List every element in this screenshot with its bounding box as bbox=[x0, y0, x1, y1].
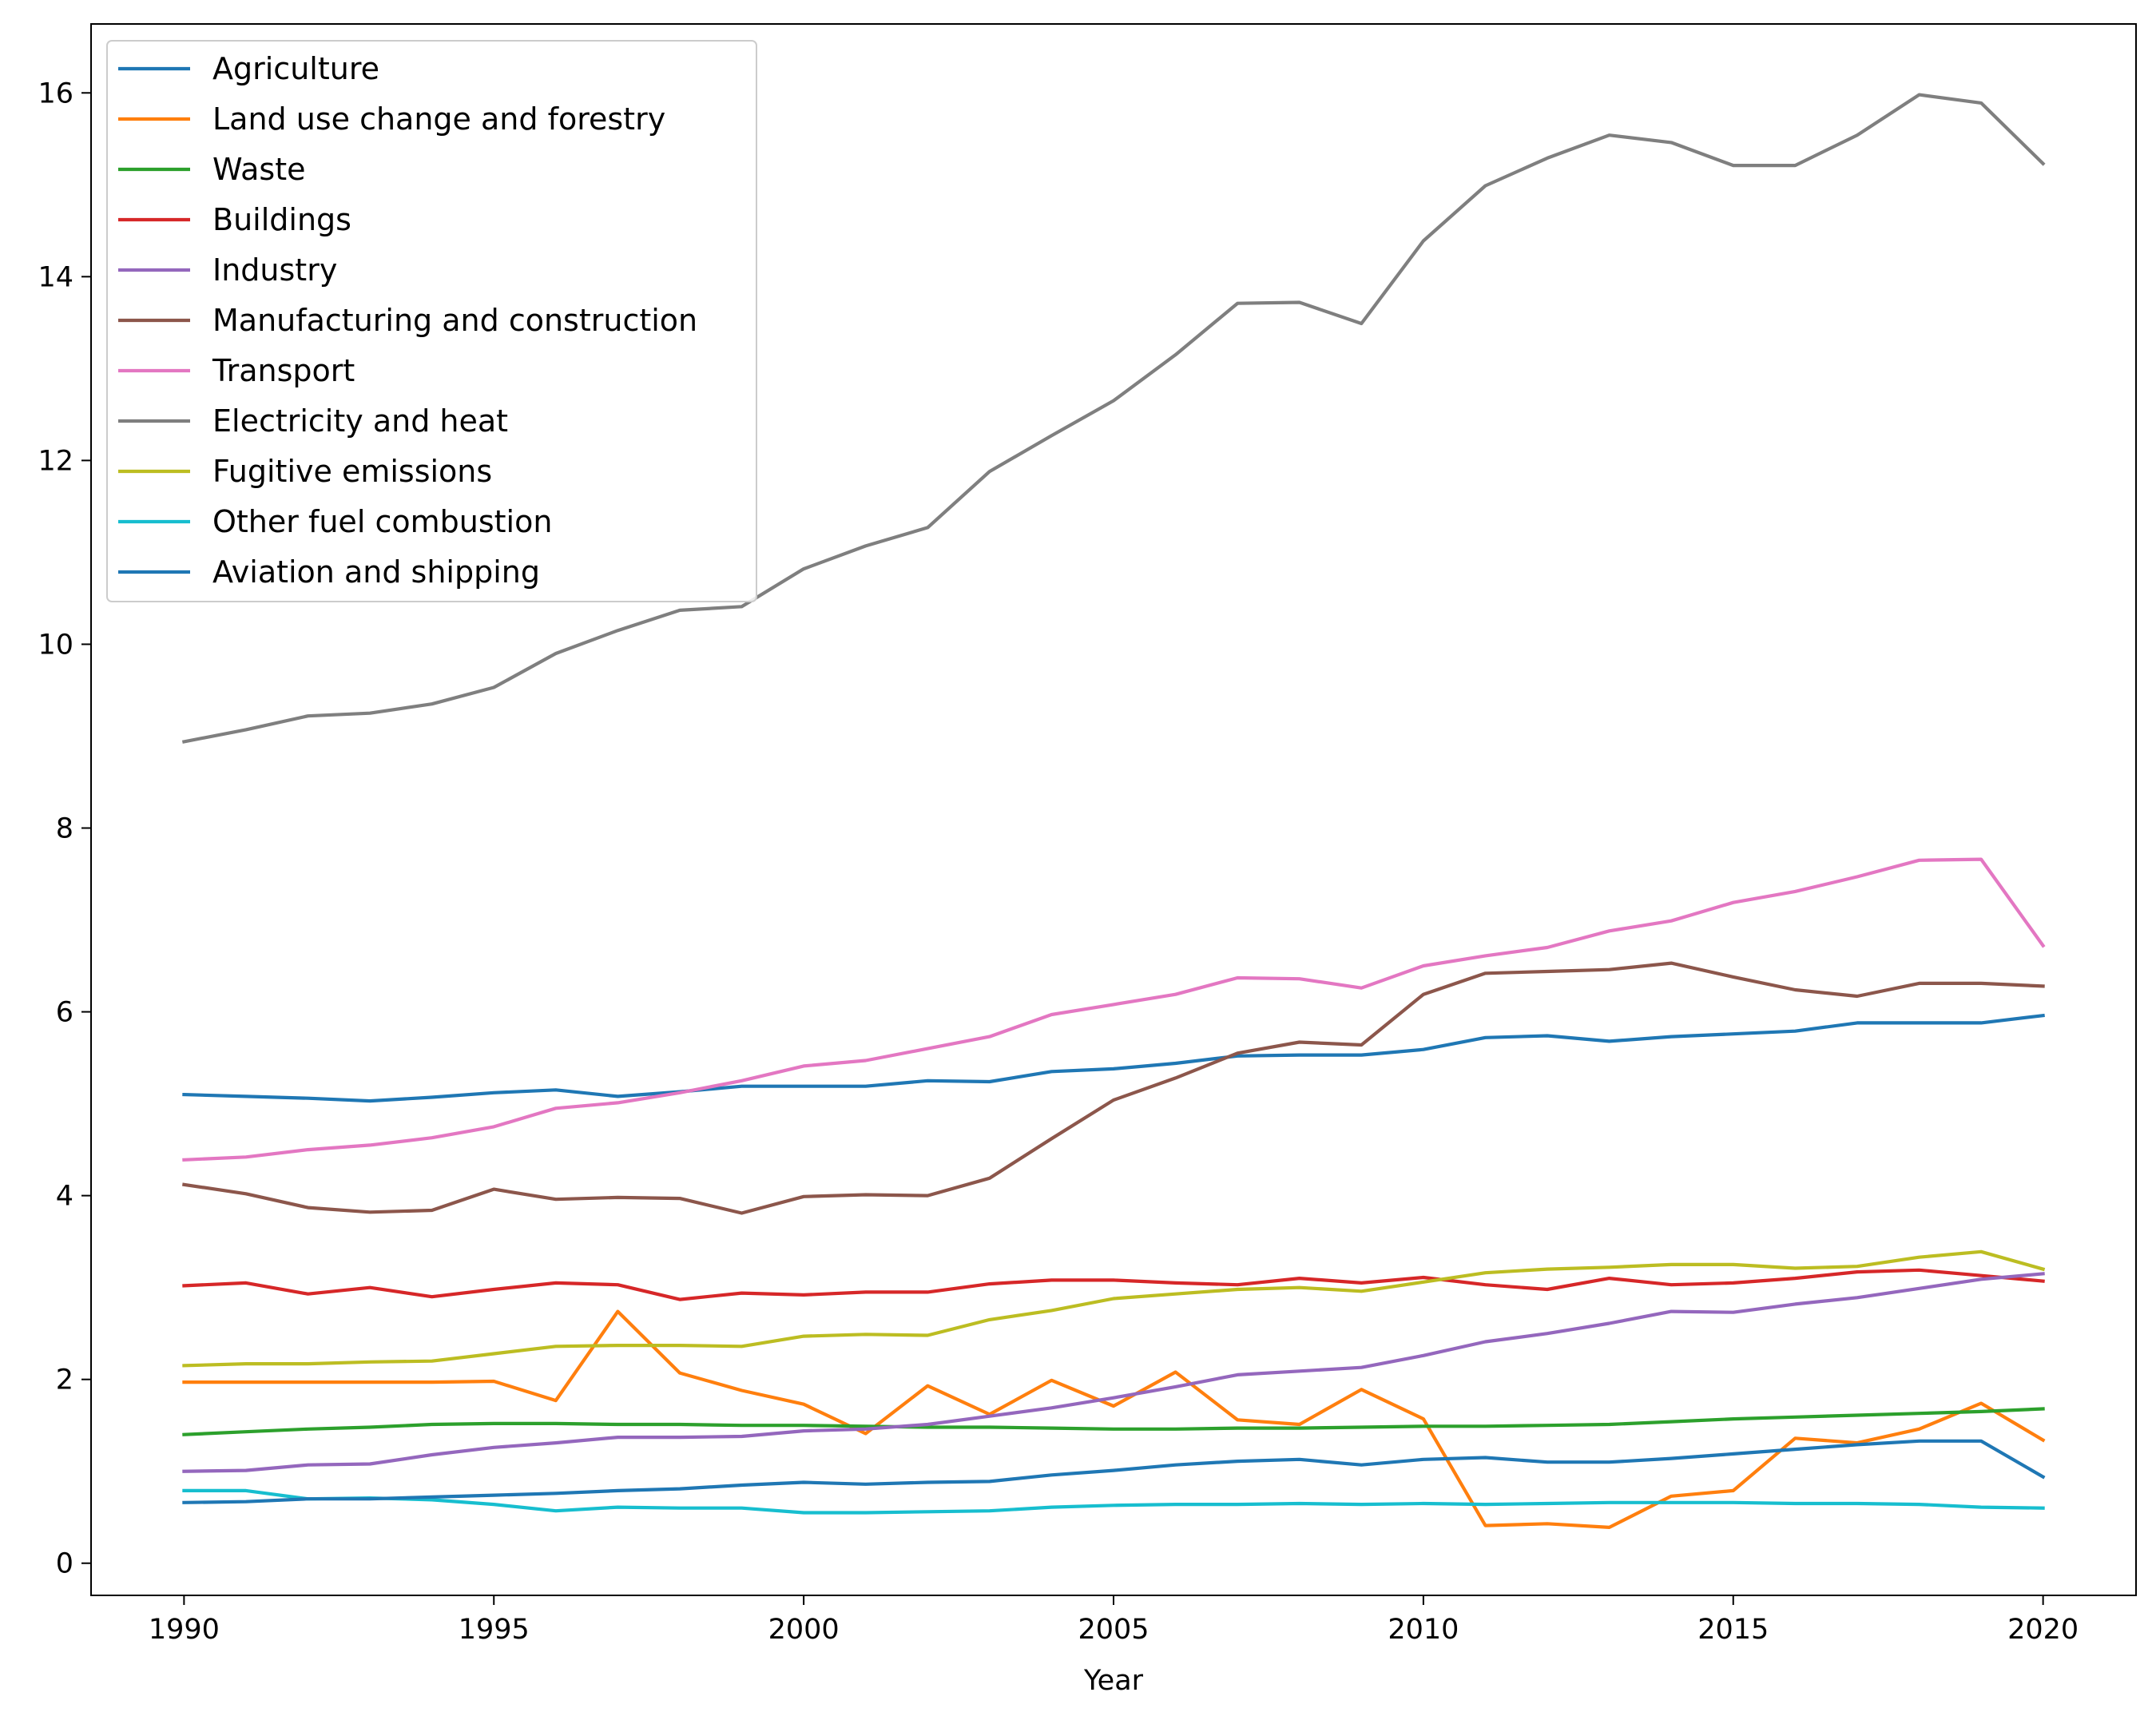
series-line-1 bbox=[182, 1309, 2046, 1530]
y-tick-label: 12 bbox=[38, 445, 73, 477]
series-line-9 bbox=[182, 1488, 2045, 1515]
legend-label-1: Land use change and forestry bbox=[212, 101, 665, 137]
x-axis-label: Year bbox=[1083, 1665, 1144, 1697]
legend-label-4: Industry bbox=[212, 252, 337, 288]
x-tick-label: 2015 bbox=[1697, 1614, 1769, 1646]
y-tick-label: 2 bbox=[56, 1364, 73, 1396]
y-tick-label: 8 bbox=[56, 813, 73, 845]
series-line-7 bbox=[181, 93, 2046, 744]
series-line-4 bbox=[182, 1272, 2045, 1473]
legend-label-6: Transport bbox=[212, 353, 355, 388]
series-line-8 bbox=[182, 1249, 2046, 1368]
legend: Agriculture Land use change and forestry W… bbox=[106, 40, 757, 602]
x-tick-label: 1990 bbox=[149, 1614, 220, 1646]
series-line-0 bbox=[182, 1013, 2045, 1103]
series-line-3 bbox=[182, 1268, 2045, 1301]
x-tick-label: 2010 bbox=[1388, 1614, 1459, 1646]
y-tick-label: 0 bbox=[56, 1548, 73, 1580]
series-line-5 bbox=[182, 961, 2045, 1215]
series-line-10 bbox=[182, 1439, 2046, 1504]
legend-label-8: Fugitive emissions bbox=[212, 454, 492, 489]
x-tick-label: 1995 bbox=[459, 1614, 530, 1646]
series-layer bbox=[181, 93, 2046, 1530]
legend-label-2: Waste bbox=[212, 152, 306, 187]
y-tick-label: 16 bbox=[38, 77, 73, 109]
legend-label-9: Other fuel combustion bbox=[212, 504, 552, 539]
x-tick-label: 2005 bbox=[1078, 1614, 1149, 1646]
legend-box bbox=[106, 40, 757, 602]
legend-label-3: Buildings bbox=[212, 202, 351, 237]
x-tick-label: 2000 bbox=[768, 1614, 840, 1646]
x-axis: 1990 1995 2000 2005 2010 2015 2020 bbox=[149, 1595, 2079, 1646]
series-line-2 bbox=[182, 1407, 2045, 1436]
x-tick-label: 2020 bbox=[2007, 1614, 2079, 1646]
y-tick-label: 6 bbox=[56, 997, 73, 1029]
y-axis: 0 2 4 6 8 10 12 14 16 bbox=[38, 77, 91, 1580]
y-tick-label: 4 bbox=[56, 1181, 73, 1213]
legend-label-7: Electricity and heat bbox=[212, 403, 508, 439]
legend-label-5: Manufacturing and construction bbox=[212, 303, 697, 338]
legend-label-10: Aviation and shipping bbox=[212, 554, 540, 590]
legend-label-0: Agriculture bbox=[212, 51, 379, 86]
y-tick-label: 14 bbox=[38, 261, 73, 293]
y-tick-label: 10 bbox=[38, 629, 73, 661]
series-line-6 bbox=[182, 857, 2046, 1162]
